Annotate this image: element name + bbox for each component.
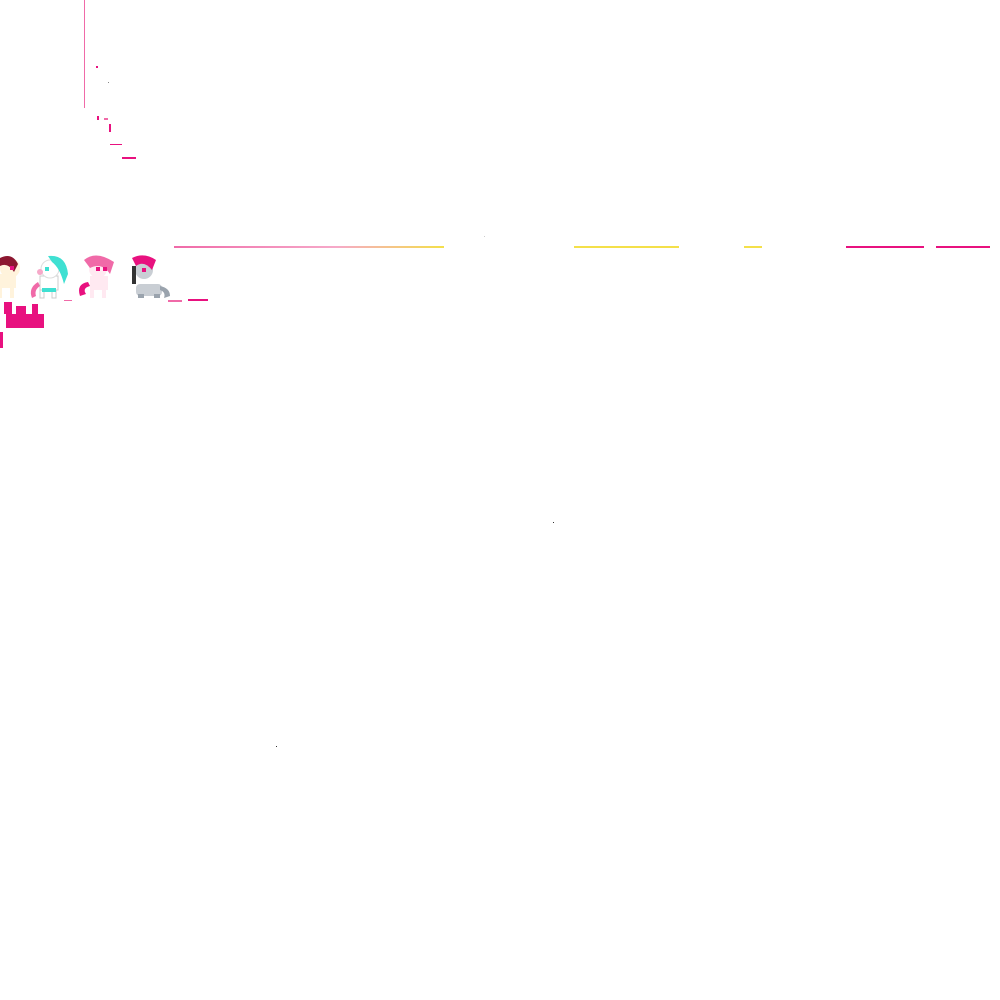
stray-pixel: [97, 116, 99, 120]
teal-mane-pony-sprite: [26, 254, 72, 302]
stray-pixel: [188, 299, 208, 301]
stray-pixel: [122, 157, 136, 159]
stray-pixel: [484, 236, 485, 237]
horizontal-color-strip: [174, 246, 990, 248]
magenta-mane-grey-pony-sprite: [126, 254, 172, 302]
stray-pixel: [96, 66, 98, 68]
stray-pixel: [168, 300, 182, 302]
stray-pixel: [110, 144, 122, 145]
vertical-pink-line: [84, 0, 85, 108]
stray-pixel: [64, 300, 72, 301]
magenta-fragment: [0, 302, 44, 350]
stray-pixel: [104, 118, 108, 120]
stray-pixel: [553, 522, 554, 523]
pink-mane-pony-sprite: [76, 254, 122, 302]
stray-pixel: [108, 82, 109, 83]
maroon-mane-pony-sprite: [0, 254, 30, 302]
stray-pixel: [109, 124, 111, 132]
stray-pixel: [276, 746, 277, 747]
